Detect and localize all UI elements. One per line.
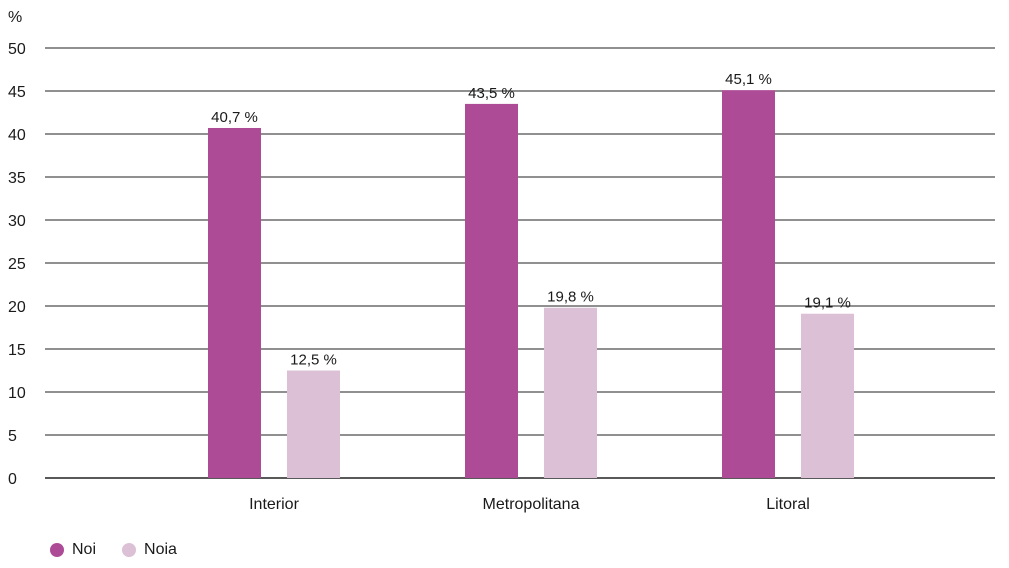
- bar-noia: [544, 307, 597, 478]
- data-label: 12,5 %: [290, 352, 337, 369]
- y-tick-label: 5: [8, 428, 17, 445]
- bar-chart: % 0 5 10 15 20 25 30 35 40 45 50 40,7 % 12,5 % Interi…: [8, 9, 995, 513]
- data-label: 40,7 %: [211, 109, 258, 126]
- legend-label-noi: Noi: [72, 541, 97, 558]
- data-label: 19,8 %: [547, 289, 594, 306]
- data-label: 19,1 %: [804, 295, 851, 312]
- data-label: 43,5 %: [468, 85, 515, 102]
- y-axis-title: %: [8, 9, 22, 26]
- y-tick-label: 10: [8, 385, 26, 402]
- data-label: 45,1 %: [725, 71, 772, 88]
- y-tick-label: 50: [8, 41, 26, 58]
- y-tick-label: 25: [8, 256, 26, 273]
- legend-label-noia: Noia: [144, 541, 177, 558]
- y-tick-label: 30: [8, 213, 26, 230]
- y-tick-label: 35: [8, 170, 26, 187]
- bar-noi: [722, 90, 775, 478]
- bar-noi: [208, 127, 261, 478]
- bar-noia: [801, 313, 854, 478]
- x-tick-label: Metropolitana: [483, 496, 580, 513]
- legend-swatch-noia: [122, 543, 137, 557]
- legend: Noi Noia: [50, 541, 177, 559]
- x-tick-label: Interior: [249, 496, 299, 513]
- bar-noi: [465, 103, 518, 479]
- x-tick-label: Litoral: [766, 496, 810, 513]
- bar-noia: [287, 370, 340, 478]
- y-tick-label: 15: [8, 342, 26, 359]
- legend-item-noia: Noia: [122, 541, 177, 559]
- y-tick-label: 40: [8, 127, 26, 144]
- y-tick-label: 45: [8, 84, 26, 101]
- legend-swatch-noi: [50, 543, 64, 557]
- y-tick-label: 20: [8, 299, 26, 316]
- legend-item-noi: Noi: [50, 541, 96, 559]
- y-tick-label: 0: [8, 471, 17, 488]
